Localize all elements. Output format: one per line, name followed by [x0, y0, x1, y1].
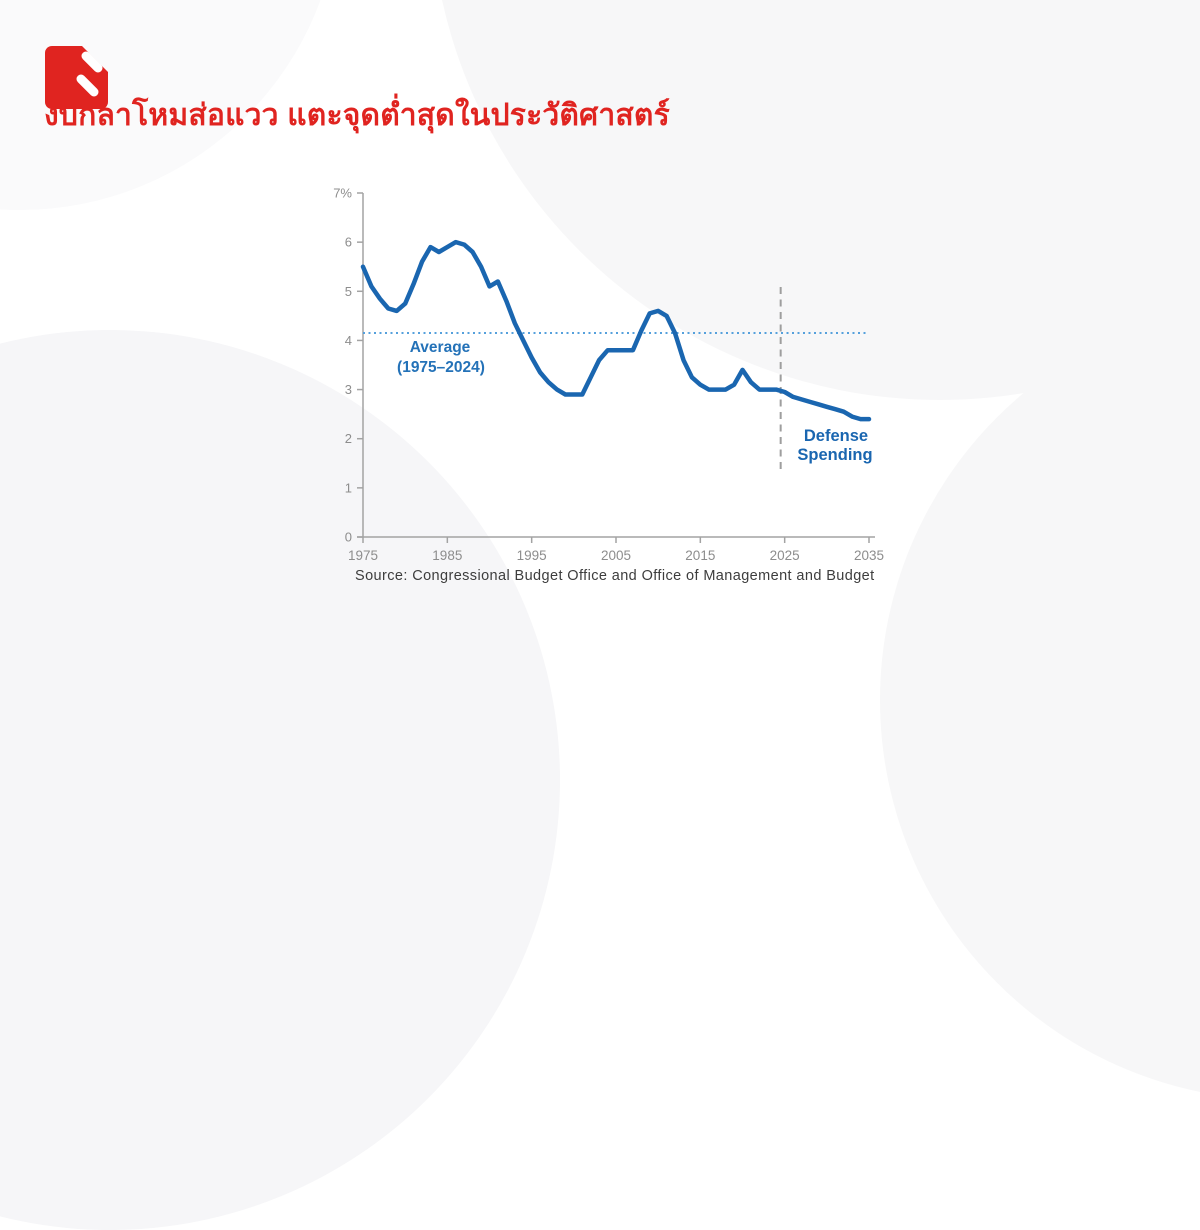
- page-title: งบกลาโหมส่อแวว แตะจุดต่ำสุดในประวัติศาสต…: [44, 99, 670, 132]
- average-label-line2: (1975–2024): [397, 359, 485, 376]
- x-tick-label: 1995: [517, 548, 547, 563]
- x-tick-label: 1975: [348, 548, 378, 563]
- y-tick-label: 6: [345, 235, 352, 250]
- series-label-line2: Spending: [797, 446, 872, 464]
- defense-spending-chart: 0 1 2 3 4 5 6 7% 1975 1985 1995 2005 2015 2025 2035 Av…: [333, 186, 884, 564]
- x-tick-label: 2015: [685, 548, 715, 563]
- y-tick-label: 0: [345, 530, 352, 545]
- logo-slash-icon: [76, 74, 99, 97]
- logo-slash-icon: [81, 51, 103, 73]
- y-tick-label: 4: [345, 333, 352, 348]
- y-tick-label: 5: [345, 284, 352, 299]
- average-label-line1: Average: [410, 339, 471, 356]
- x-tick-label: 2005: [601, 548, 631, 563]
- x-tick-label: 1985: [432, 548, 462, 563]
- brand-logo: [45, 46, 108, 109]
- y-tick-label: 7%: [333, 186, 352, 201]
- y-tick-label: 2: [345, 431, 352, 446]
- y-tick-label: 1: [345, 480, 352, 495]
- x-tick-label: 2025: [770, 548, 800, 563]
- series-label-line1: Defense: [804, 427, 868, 445]
- y-tick-label: 3: [345, 382, 352, 397]
- defense-spending-line: [360, 239, 872, 422]
- source-attribution: Source: Congressional Budget Office and …: [355, 568, 875, 584]
- chart-axes: 0 1 2 3 4 5 6 7% 1975 1985 1995 2005 2015 2025 2035: [333, 186, 884, 564]
- infographic-canvas: งบกลาโหมส่อแวว แตะจุดต่ำสุดในประวัติศาสต…: [44, 46, 884, 584]
- x-tick-label: 2035: [854, 548, 884, 563]
